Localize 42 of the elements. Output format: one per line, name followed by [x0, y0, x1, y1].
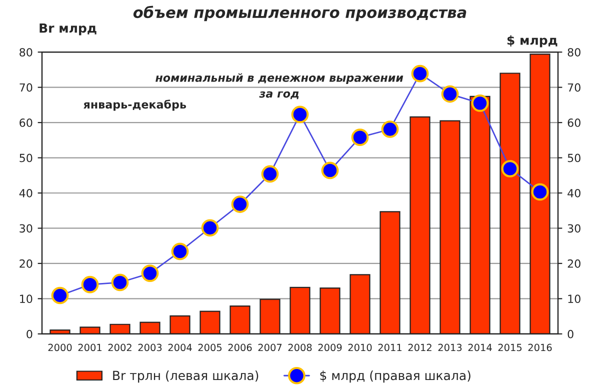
y2-tick-label: 70 [568, 83, 580, 92]
x-tick-label: 2012 [408, 344, 432, 352]
y-tick-label: 30 [20, 224, 32, 233]
y2-tick-label: 40 [568, 188, 580, 198]
y2-tick-label: 10 [568, 294, 580, 304]
x-tick-label: 2009 [318, 344, 342, 352]
y2-tick-label: 80 [568, 48, 580, 56]
y2-tick-label: 60 [568, 118, 580, 127]
x-tick-label: 2008 [288, 344, 312, 352]
y2-tick-label: 20 [568, 259, 580, 268]
x-tick-label: 2006 [228, 344, 252, 352]
x-tick-label: 2005 [198, 344, 222, 352]
y-tick-label: 20 [20, 259, 32, 268]
x-tick-label: 2000 [48, 344, 72, 352]
x-tick-label: 2016 [528, 344, 552, 352]
annotation: январь-декабрь [84, 100, 186, 111]
y2-tick-label: 0 [568, 330, 574, 338]
y2-tick-label: 30 [568, 224, 580, 233]
x-tick-label: 2001 [78, 344, 102, 352]
y2-axis-title: $ млрд [507, 35, 558, 48]
y-tick-label: 60 [20, 118, 32, 127]
x-tick-label: 2013 [438, 344, 462, 352]
y-tick-label: 80 [20, 48, 32, 56]
x-tick-label: 2010 [348, 344, 372, 352]
text: номинальный в денежном выражении за год [156, 73, 404, 100]
y2-tick-label: 50 [568, 154, 580, 162]
x-tick-label: 2002 [108, 344, 132, 352]
x-tick-label: 2011 [378, 344, 402, 352]
y-tick-label: 40 [19, 188, 32, 198]
y-tick-label: 10 [20, 294, 32, 304]
x-tick-label: 2004 [168, 344, 192, 352]
chart-title: объем промышленного производства [133, 6, 466, 22]
x-tick-label: 2015 [498, 344, 522, 352]
x-tick-label: 2003 [138, 344, 162, 352]
legend-label: $ млрд (правая шкала) [320, 370, 470, 383]
y-tick-label: 0 [26, 330, 32, 338]
y-tick-label: 50 [20, 154, 32, 162]
y-tick-label: 70 [20, 83, 32, 92]
y-axis-title: Br млрд [40, 23, 96, 36]
legend-label: Br трлн (левая шкала) [113, 370, 258, 383]
x-tick-label: 2007 [258, 344, 282, 352]
x-tick-label: 2014 [468, 344, 492, 352]
